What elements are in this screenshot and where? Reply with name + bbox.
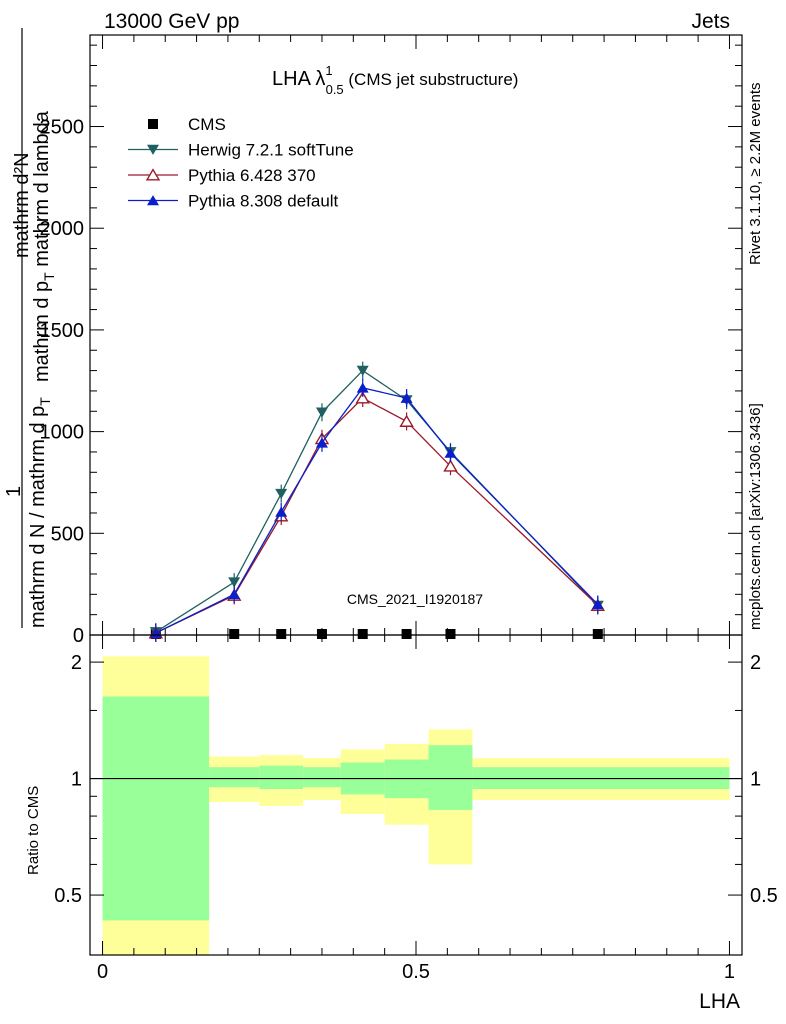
ratio-y-tick-label-left: 0.5: [54, 885, 82, 907]
pythia8-data-point: [315, 437, 328, 448]
x-tick-label: 0: [97, 961, 108, 983]
herwig-data-point: [356, 365, 369, 376]
pythia6-data-point: [355, 391, 370, 404]
side-text-top: Rivet 3.1.10, ≥ 2.2M events: [747, 83, 764, 266]
series-line: [155, 397, 599, 634]
ratio-y-tick-label-right: 0.5: [750, 885, 778, 907]
cms-data-point: [148, 119, 158, 129]
pythia8-data-point: [591, 599, 604, 610]
pythia8-data-point: [275, 506, 288, 517]
herwig-data-point: [275, 488, 288, 500]
pythia8-data-point: [228, 588, 241, 600]
legend-label: Pythia 8.308 default: [188, 192, 339, 211]
legend-item: Pythia 6.428 370: [128, 166, 316, 185]
ylabel-bottom: mathrm d N / mathrm d pT: [27, 397, 53, 628]
pythia8-data-point: [356, 382, 369, 393]
legend-item: CMS: [148, 115, 226, 134]
ratio-y-tick-label-right: 2: [750, 652, 761, 674]
cms-data-point: [445, 629, 456, 639]
cms-data-point: [276, 629, 287, 639]
herwig-data-point: [315, 407, 328, 418]
ratio-ylabel: Ratio to CMS: [25, 786, 42, 875]
cms-data-point: [316, 629, 327, 639]
y-tick-label: 500: [51, 523, 84, 545]
pythia8-data-point: [444, 447, 457, 458]
herwig-data-point: [147, 144, 159, 155]
inner-band-bin: [102, 696, 210, 921]
series-line: [155, 387, 599, 634]
watermark: CMS_2021_I1920187: [347, 591, 483, 607]
pythia6-data-point: [443, 459, 458, 472]
y-tick-label: 0: [73, 625, 84, 647]
y-tick-label: 2500: [40, 117, 85, 139]
ylabel-one: 1: [3, 486, 25, 497]
legend-label: Pythia 6.428 370: [188, 166, 316, 185]
y-tick-label: 1500: [40, 320, 85, 342]
legend-label: CMS: [188, 115, 226, 134]
header-left: 13000 GeV pp: [104, 10, 239, 33]
main-title: LHA λ1 0.5 (CMS jet substructure): [272, 63, 518, 97]
cms-data-point: [592, 629, 603, 639]
y-tick-label: 1000: [40, 422, 85, 444]
header-right: Jets: [691, 10, 730, 33]
pythia8-data-point: [400, 392, 413, 403]
inner-band-bin: [428, 745, 473, 810]
x-tick-label: 0.5: [402, 961, 430, 983]
inner-band-bin: [209, 767, 260, 788]
cms-data-point: [357, 629, 368, 639]
x-axis-label: LHA: [699, 990, 740, 1013]
legend-item: Herwig 7.2.1 softTune: [128, 141, 354, 160]
herwig-data-point: [228, 577, 241, 588]
pythia6-data-point: [399, 414, 414, 427]
y-tick-label: 2000: [40, 218, 85, 240]
main-y-ticks: 0 500 1000 1500 2000 2500: [40, 44, 742, 647]
main-ylabel: mathrm d²N mathrm d pT mathrm d lambda 1…: [3, 28, 57, 628]
pythia8-data-point: [147, 195, 159, 206]
series-3: [149, 378, 604, 642]
pythia6-data-point: [145, 168, 161, 181]
ratio-y-tick-label-left: 2: [71, 652, 82, 674]
ylabel-top-line2: mathrm d pT mathrm d lambda: [31, 110, 57, 382]
ratio-bands: [90, 656, 742, 955]
inner-band-bin: [303, 767, 341, 788]
main-series: [148, 361, 606, 642]
legend-item: Pythia 8.308 default: [128, 192, 339, 211]
ratio-y-ticks: 0.5 0.5 1 1 2 2: [54, 652, 778, 907]
series-0: [150, 629, 603, 639]
legend: CMS Herwig 7.2.1 softTune Pythia 6.428 370…: [128, 115, 354, 211]
side-text-bottom: mcplots.cern.ch [arXiv:1306.3436]: [747, 403, 764, 630]
inner-band-bin: [259, 765, 304, 789]
x-tick-label: 1: [724, 961, 735, 983]
cms-data-point: [229, 629, 240, 639]
ratio-x-ticks: 0 0.5 1: [97, 635, 735, 983]
ratio-y-tick-label-right: 1: [750, 769, 761, 791]
legend-label: Herwig 7.2.1 softTune: [188, 141, 354, 160]
cms-data-point: [401, 629, 412, 639]
ratio-y-tick-label-left: 1: [71, 769, 82, 791]
